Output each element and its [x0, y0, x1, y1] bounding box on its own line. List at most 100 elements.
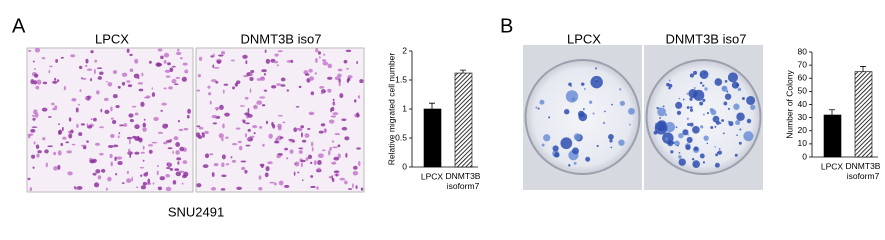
cell [231, 143, 238, 146]
cell [71, 98, 77, 102]
cell [186, 114, 190, 119]
colony [727, 107, 730, 110]
dish-photo [644, 45, 763, 190]
cell [93, 117, 97, 122]
cell [148, 149, 153, 154]
cell [341, 126, 348, 131]
cell [129, 68, 134, 73]
y-axis-label: Number of Colony [784, 70, 794, 139]
cell [202, 133, 205, 138]
cell [41, 107, 48, 112]
cell [343, 59, 348, 64]
colony [595, 67, 598, 70]
cell [331, 140, 335, 143]
cell [256, 78, 262, 81]
cell [34, 68, 36, 71]
cell [274, 53, 279, 57]
cell [182, 62, 188, 66]
cell [107, 176, 112, 182]
cell [298, 150, 303, 154]
cell [32, 117, 36, 121]
error-bar [429, 102, 435, 109]
cell [249, 88, 252, 93]
cell [307, 128, 311, 130]
colony [686, 117, 689, 120]
y-tick-label: 1.5 [395, 74, 407, 84]
error-bar [460, 69, 466, 74]
cell [57, 164, 61, 170]
y-tick-label: 0.5 [395, 132, 407, 142]
y-tick-label: 10 [798, 138, 808, 148]
cell [75, 107, 79, 113]
cell [181, 182, 184, 185]
cell [249, 72, 253, 77]
colony [678, 158, 686, 166]
colony [573, 133, 581, 141]
colony [654, 121, 668, 135]
cell [70, 54, 76, 58]
cell [85, 96, 88, 101]
colony [693, 87, 696, 89]
cell [134, 112, 139, 116]
cell [326, 76, 333, 80]
cell [286, 157, 289, 160]
cell [146, 182, 152, 185]
colony [715, 153, 719, 157]
colony [592, 112, 595, 115]
cell [276, 83, 282, 86]
cell [218, 54, 224, 57]
cell [335, 173, 338, 177]
colony [658, 107, 661, 110]
colony [668, 79, 671, 82]
cell [85, 58, 89, 64]
colony [700, 125, 704, 129]
cell [90, 50, 94, 54]
cell [334, 133, 341, 136]
cell [115, 172, 118, 176]
colony [689, 97, 693, 101]
cell [152, 182, 155, 185]
cell [166, 166, 171, 170]
colony [710, 109, 717, 116]
cell [293, 171, 296, 176]
cell [208, 92, 212, 96]
cell [182, 160, 188, 164]
cell [356, 112, 360, 118]
colony [675, 101, 683, 109]
cell [184, 69, 189, 74]
cell [244, 169, 248, 174]
cell [142, 122, 147, 128]
cell [143, 172, 148, 177]
colony [721, 119, 725, 122]
cell [148, 60, 152, 64]
cell [31, 114, 36, 117]
colony [724, 93, 732, 100]
colony [535, 106, 538, 109]
cell [76, 186, 83, 190]
cell [319, 86, 325, 89]
cell [89, 159, 95, 164]
cell [134, 151, 140, 155]
colony [715, 120, 721, 125]
cell [142, 159, 145, 162]
colony [676, 110, 682, 116]
colony [568, 164, 571, 167]
cell [165, 186, 172, 192]
cell [132, 135, 137, 139]
colony [733, 103, 740, 110]
error-bar [860, 66, 866, 72]
cell [140, 151, 145, 154]
colony [671, 141, 675, 145]
cell [244, 112, 250, 116]
colony [686, 136, 693, 143]
cell [216, 60, 222, 64]
colony [718, 148, 721, 150]
cell [169, 167, 174, 171]
cell [360, 187, 364, 191]
colony [604, 110, 606, 113]
cell [278, 180, 284, 186]
cell [211, 172, 215, 177]
cell [151, 141, 158, 144]
cell [240, 160, 247, 163]
cell [147, 178, 151, 184]
